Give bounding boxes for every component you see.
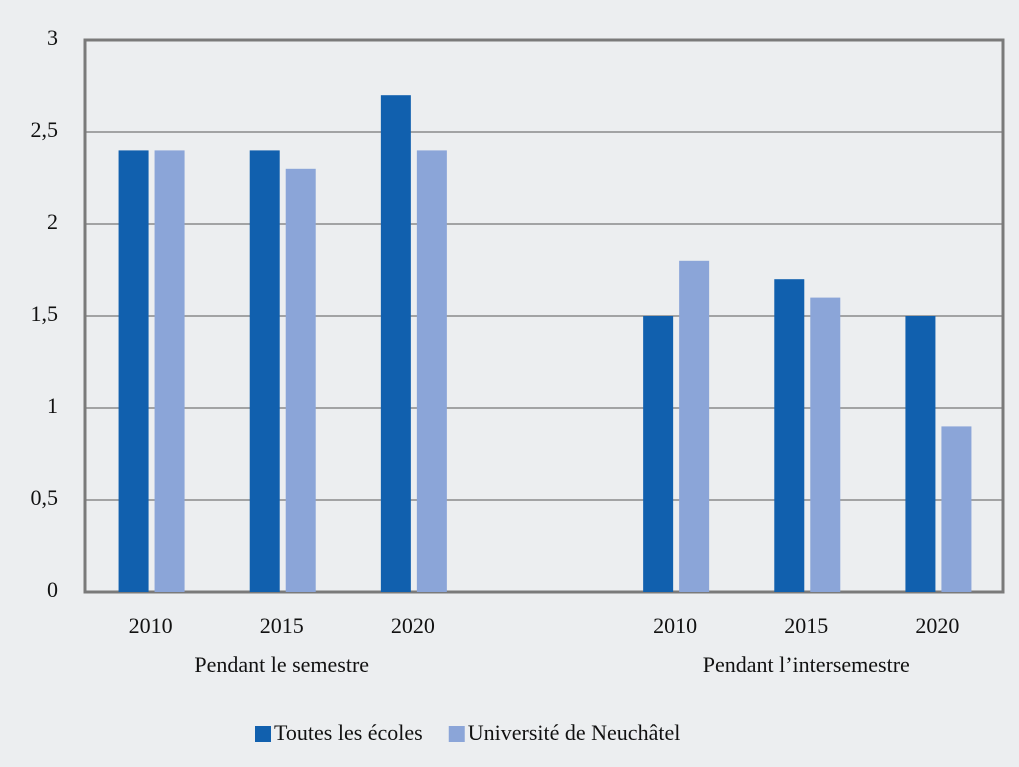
legend-label: Université de Neuchâtel (468, 720, 681, 745)
y-tick-label: 0 (47, 577, 58, 602)
y-tick-label: 1,5 (31, 301, 59, 326)
y-tick-label: 2,5 (31, 117, 59, 142)
legend-swatch (255, 726, 271, 742)
y-tick-label: 2 (47, 209, 58, 234)
bar (154, 150, 185, 592)
bar (941, 426, 972, 592)
bar (285, 168, 316, 593)
x-tick-label: 2020 (915, 613, 959, 638)
bar (380, 95, 411, 592)
bar (810, 297, 841, 592)
plot-border (83, 38, 1005, 594)
bar (774, 279, 805, 592)
legend-label: Toutes les écoles (274, 720, 423, 745)
y-tick-label: 0,5 (31, 485, 59, 510)
y-tick-label: 1 (47, 393, 58, 418)
bar (643, 316, 674, 592)
x-tick-label: 2010 (653, 613, 697, 638)
x-tick-label: 2020 (391, 613, 435, 638)
x-tick-label: 2015 (260, 613, 304, 638)
x-tick-label: 2015 (784, 613, 828, 638)
bar (118, 150, 149, 592)
bar (249, 150, 280, 592)
group-label: Pendant le semestre (194, 652, 369, 677)
bar (905, 316, 936, 592)
bar (679, 260, 710, 592)
y-tick-label: 3 (47, 25, 58, 50)
bar (416, 150, 447, 592)
legend-swatch (448, 726, 465, 742)
group-label: Pendant l’intersemestre (703, 652, 910, 677)
x-tick-label: 2010 (129, 613, 173, 638)
